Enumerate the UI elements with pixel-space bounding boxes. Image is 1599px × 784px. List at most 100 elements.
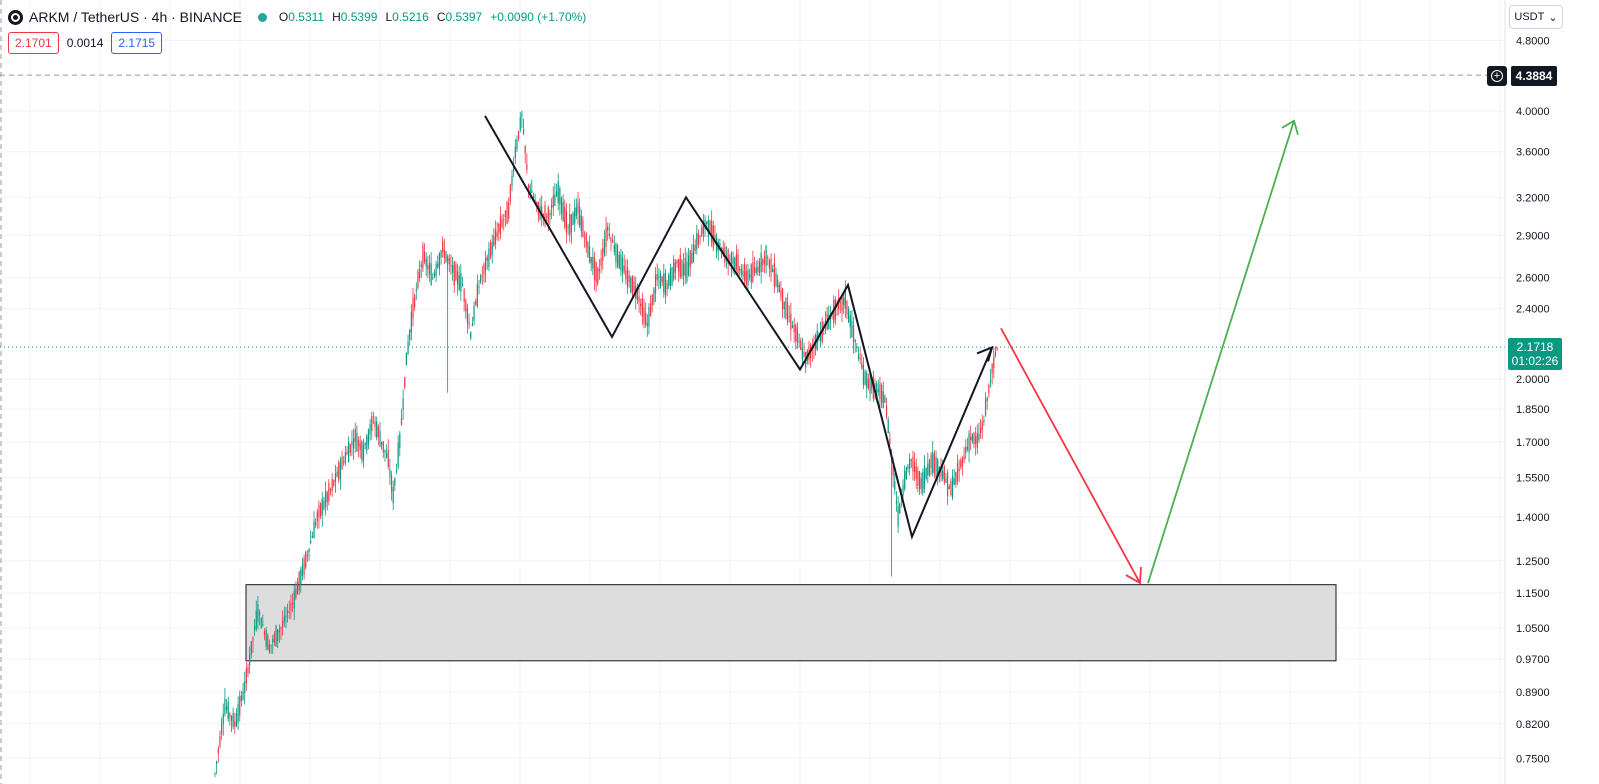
candle-body xyxy=(704,219,706,229)
drawing-layer xyxy=(484,115,1299,585)
add-alert-button[interactable]: + xyxy=(1487,66,1507,86)
candle-body xyxy=(702,221,704,234)
exchange-logo-icon xyxy=(8,9,23,25)
price-tick-label: 0.8200 xyxy=(1516,719,1550,731)
candle-body xyxy=(338,462,340,481)
candle-body xyxy=(930,454,932,469)
candle-body xyxy=(305,551,307,568)
candle-body xyxy=(654,274,657,294)
candle-body xyxy=(625,270,627,279)
candle-body xyxy=(371,416,373,431)
candle-body xyxy=(348,441,350,463)
candle-body xyxy=(277,629,279,641)
candle-body xyxy=(240,696,242,702)
candle-body xyxy=(775,273,777,286)
candle-body xyxy=(447,256,449,261)
candle-body xyxy=(572,212,574,226)
candle-body xyxy=(973,433,975,445)
candle-body xyxy=(503,219,505,221)
candle-body xyxy=(678,259,680,272)
candle-body xyxy=(386,453,388,458)
candle-body xyxy=(671,267,673,286)
candle-body xyxy=(791,325,794,328)
candle-body xyxy=(643,307,645,324)
candle-body xyxy=(932,452,934,473)
candle-body xyxy=(402,397,404,410)
candle-body xyxy=(422,245,424,269)
candle-body xyxy=(785,297,787,319)
candle-body xyxy=(541,206,543,217)
candle-body xyxy=(245,668,247,684)
candle-body xyxy=(288,611,290,613)
candle-body xyxy=(336,471,338,477)
candle-body xyxy=(719,243,721,249)
sell-price-button[interactable]: 2.1701 xyxy=(8,32,59,54)
candle-body xyxy=(323,500,325,509)
candle-body xyxy=(851,320,853,338)
candle-body xyxy=(763,256,766,264)
candle-body xyxy=(239,695,241,716)
candle-body xyxy=(234,721,236,727)
candle-body xyxy=(225,706,228,711)
candle-body xyxy=(445,251,447,262)
candle-body xyxy=(301,564,304,576)
candle-body xyxy=(283,616,285,623)
symbol-title[interactable]: ARKM / TetherUS · 4h · BINANCE xyxy=(29,9,242,25)
forecast-up-arrow xyxy=(1147,120,1295,584)
currency-selector[interactable]: USDT ⌄ xyxy=(1509,5,1563,29)
candle-body xyxy=(526,163,528,170)
candle-body xyxy=(267,635,269,651)
candle-body xyxy=(638,296,640,302)
price-tick-label: 0.9700 xyxy=(1516,654,1550,666)
candle-body xyxy=(687,255,690,276)
candle-body xyxy=(356,432,358,452)
candle-body xyxy=(280,627,282,630)
candle-body xyxy=(390,475,393,492)
candle-body xyxy=(519,117,521,131)
quote-bar: 2.1701 0.0014 2.1715 xyxy=(8,32,163,54)
candle-body xyxy=(527,184,530,188)
candle-body xyxy=(343,461,345,463)
candle-body xyxy=(585,233,587,248)
candle-body xyxy=(577,202,579,214)
candle-body xyxy=(618,254,620,269)
candle-body xyxy=(285,615,287,618)
candle-body xyxy=(951,476,954,498)
high-label: H xyxy=(332,10,341,24)
candle-body xyxy=(996,347,998,350)
buy-price-button[interactable]: 2.1715 xyxy=(111,32,163,54)
candle-body xyxy=(456,271,459,285)
candle-body xyxy=(758,261,761,274)
candle-body xyxy=(433,272,436,277)
candle-body xyxy=(364,442,366,446)
candle-body xyxy=(884,395,886,403)
candle-body xyxy=(621,257,624,274)
candle-body xyxy=(988,384,990,394)
candle-body xyxy=(918,471,921,490)
candle-body xyxy=(915,466,917,480)
candle-body xyxy=(381,441,383,445)
candle-body xyxy=(948,486,950,490)
candle-body xyxy=(544,205,546,219)
candle-body xyxy=(755,267,757,274)
price-tick-label: 3.2000 xyxy=(1516,192,1550,204)
candle-body xyxy=(235,713,238,727)
candle-body xyxy=(993,356,995,369)
candle-body xyxy=(856,346,858,349)
candle-body xyxy=(574,207,576,224)
zigzag-pattern-line xyxy=(484,115,993,540)
candle-body xyxy=(362,444,365,462)
candle-body xyxy=(435,264,437,277)
candle-body xyxy=(706,221,708,225)
candle-body xyxy=(839,302,841,304)
zigzag-arrowhead xyxy=(976,345,994,362)
price-tick-label: 2.6000 xyxy=(1516,273,1550,285)
candle-body xyxy=(260,618,262,629)
candle-body xyxy=(501,219,503,227)
candle-body xyxy=(976,433,978,448)
candle-body xyxy=(912,457,914,472)
candle-body xyxy=(935,456,937,477)
candle-body xyxy=(293,590,295,609)
candle-body xyxy=(547,207,549,223)
